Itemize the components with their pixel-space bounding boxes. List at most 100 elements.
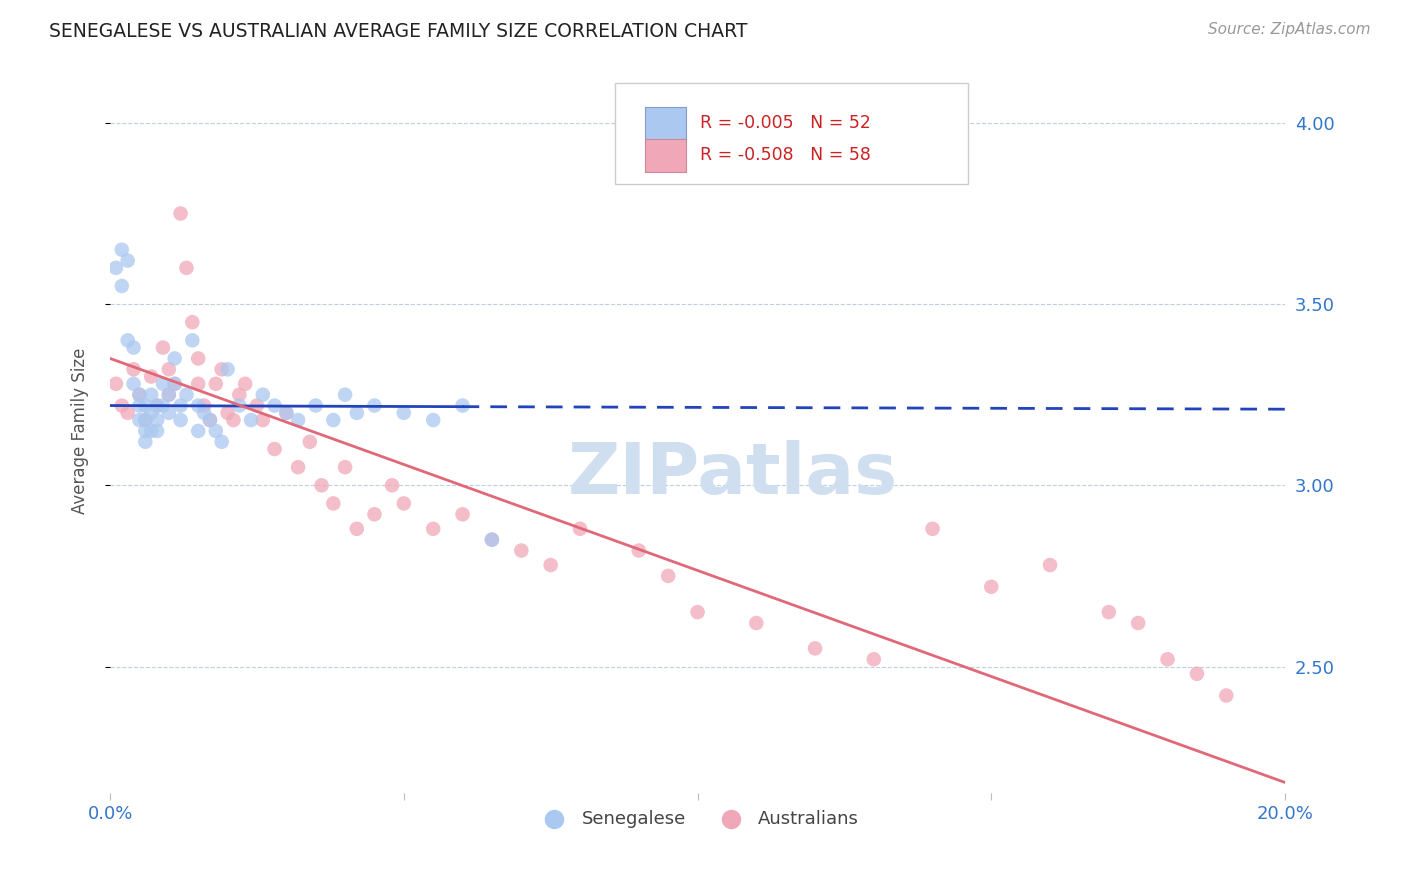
Point [510, 543, 533, 558]
Point [134, 413, 156, 427]
FancyBboxPatch shape [645, 107, 686, 140]
Point [187, 351, 209, 366]
Point [392, 496, 415, 510]
Point [146, 424, 169, 438]
Point [862, 652, 884, 666]
Point [141, 406, 163, 420]
Point [134, 424, 156, 438]
Point [322, 496, 344, 510]
Point [980, 580, 1002, 594]
Point [263, 442, 285, 456]
Point [169, 413, 191, 427]
Point [193, 406, 215, 420]
Point [128, 387, 150, 401]
Point [111, 279, 134, 293]
Point [176, 387, 198, 401]
Point [122, 376, 145, 391]
Point [204, 376, 226, 391]
Point [117, 406, 139, 420]
Point [287, 460, 309, 475]
Point [569, 522, 592, 536]
Point [305, 399, 328, 413]
Point [263, 399, 285, 413]
Point [540, 558, 562, 572]
Point [211, 362, 233, 376]
Point [276, 406, 298, 420]
Point [187, 424, 209, 438]
Point [117, 253, 139, 268]
Point [381, 478, 404, 492]
Point [193, 399, 215, 413]
Point [134, 413, 156, 427]
Point [122, 362, 145, 376]
Point [187, 376, 209, 391]
Point [451, 508, 474, 522]
Y-axis label: Average Family Size: Average Family Size [72, 348, 89, 514]
Point [246, 399, 269, 413]
Point [198, 413, 221, 427]
Point [169, 399, 191, 413]
Point [322, 413, 344, 427]
Point [163, 376, 186, 391]
Point [222, 413, 245, 427]
Point [134, 399, 156, 413]
Point [451, 399, 474, 413]
Point [1098, 605, 1121, 619]
Point [1185, 666, 1208, 681]
Point [1039, 558, 1062, 572]
Point [187, 399, 209, 413]
Point [181, 334, 204, 348]
Point [333, 460, 356, 475]
Point [181, 315, 204, 329]
Point [141, 424, 163, 438]
Point [117, 334, 139, 348]
Point [422, 413, 444, 427]
Point [111, 399, 134, 413]
Point [128, 387, 150, 401]
Point [157, 387, 180, 401]
Point [422, 522, 444, 536]
Point [128, 399, 150, 413]
Point [152, 376, 174, 391]
Point [287, 413, 309, 427]
Point [111, 243, 134, 257]
Point [481, 533, 503, 547]
Point [228, 387, 250, 401]
Point [1156, 652, 1178, 666]
Text: Source: ZipAtlas.com: Source: ZipAtlas.com [1208, 22, 1371, 37]
Point [627, 543, 650, 558]
Point [163, 351, 186, 366]
Point [211, 434, 233, 449]
Point [104, 376, 127, 391]
Text: R = -0.508   N = 58: R = -0.508 N = 58 [700, 146, 870, 164]
Point [157, 362, 180, 376]
Point [146, 413, 169, 427]
Point [745, 615, 768, 630]
Point [176, 260, 198, 275]
Point [252, 413, 274, 427]
FancyBboxPatch shape [645, 139, 686, 172]
Point [346, 522, 368, 536]
Point [104, 260, 127, 275]
Point [311, 478, 333, 492]
Text: ZIPatlas: ZIPatlas [568, 440, 898, 509]
Point [146, 399, 169, 413]
Point [804, 641, 827, 656]
Point [346, 406, 368, 420]
Point [240, 413, 263, 427]
Point [481, 533, 503, 547]
Point [134, 434, 156, 449]
Point [141, 387, 163, 401]
Legend: Senegalese, Australians: Senegalese, Australians [529, 803, 866, 835]
Point [392, 406, 415, 420]
Text: SENEGALESE VS AUSTRALIAN AVERAGE FAMILY SIZE CORRELATION CHART: SENEGALESE VS AUSTRALIAN AVERAGE FAMILY … [49, 22, 748, 41]
Point [152, 399, 174, 413]
Point [252, 387, 274, 401]
Point [217, 362, 239, 376]
Text: R = -0.005   N = 52: R = -0.005 N = 52 [700, 114, 870, 132]
Point [157, 387, 180, 401]
Point [128, 413, 150, 427]
Point [276, 406, 298, 420]
Point [122, 341, 145, 355]
Point [363, 399, 385, 413]
